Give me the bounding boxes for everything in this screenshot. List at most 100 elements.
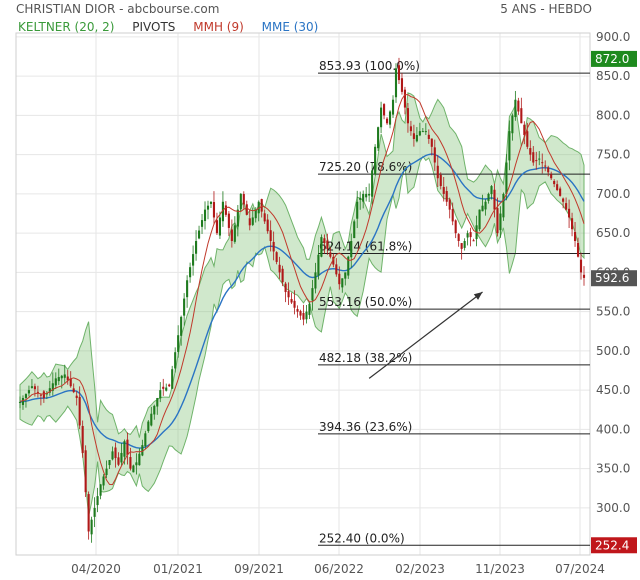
- trend-arrow: [368, 291, 483, 379]
- candle-body: [311, 288, 314, 301]
- candle-body: [368, 193, 371, 196]
- candle-body: [421, 131, 424, 133]
- candle-body: [374, 146, 377, 175]
- candle-body: [147, 421, 150, 432]
- x-tick-label: 11/2023: [475, 562, 525, 576]
- candle-body: [344, 272, 347, 279]
- candle-body: [227, 213, 230, 228]
- candle-body: [30, 386, 33, 388]
- period-label: 5 ANS - HEBDO: [500, 2, 592, 16]
- candle-body: [233, 225, 236, 242]
- candle-body: [197, 230, 201, 239]
- candle-body: [150, 413, 153, 426]
- y-tick-label: 400.0: [596, 422, 630, 436]
- candle-body: [129, 457, 132, 469]
- candle-body: [257, 201, 260, 214]
- fib-label: 725.20 (78.6%): [319, 160, 412, 174]
- candle-body: [144, 433, 147, 447]
- candle-body: [183, 298, 186, 316]
- candle-body: [359, 197, 362, 200]
- candle-body: [212, 202, 216, 218]
- candle-body: [192, 254, 195, 266]
- candle-body: [263, 213, 266, 222]
- candle-body: [568, 208, 571, 218]
- candle-body: [36, 391, 39, 393]
- candle-body: [335, 264, 338, 275]
- candle-body: [57, 377, 60, 382]
- legend-mme[interactable]: MME (30): [261, 20, 319, 34]
- candle-body: [99, 484, 102, 496]
- candle-body: [203, 209, 207, 221]
- candle-body: [523, 124, 526, 136]
- x-axis: 04/2020 01/2021 09/2021 06/2022 02/2023 11/20…: [71, 562, 605, 576]
- candle-body: [108, 460, 111, 466]
- candle-body: [168, 384, 171, 387]
- y-tick-label: 800.0: [596, 108, 630, 122]
- candle-body: [400, 78, 404, 92]
- candle-body: [490, 186, 493, 195]
- candle-body: [329, 252, 332, 257]
- candle-body: [529, 148, 532, 155]
- candle-body: [553, 180, 556, 185]
- candle-body: [278, 264, 281, 273]
- x-tick-label: 07/2024: [555, 562, 605, 576]
- candle-body: [353, 221, 356, 239]
- legend-mmh[interactable]: MMH (9): [193, 20, 244, 34]
- candle-body: [469, 232, 472, 238]
- candle-body: [380, 107, 383, 128]
- candle-body: [508, 131, 511, 161]
- candle-body: [254, 209, 257, 219]
- fib-label: 394.36 (23.6%): [319, 420, 412, 434]
- candle-body: [505, 162, 508, 194]
- chart-title: CHRISTIAN DIOR - abcbourse.com: [16, 2, 220, 16]
- candle-body: [302, 313, 305, 320]
- candle-body: [275, 252, 278, 262]
- x-tick-label: 01/2021: [153, 562, 203, 576]
- keltner-area: [19, 92, 585, 517]
- candle-body: [403, 89, 407, 108]
- candle-body: [72, 388, 75, 393]
- candle-body: [439, 174, 442, 187]
- candle-body: [180, 316, 183, 336]
- candle-body: [245, 204, 248, 215]
- candle-body: [565, 203, 568, 210]
- candle-body: [105, 468, 108, 476]
- candle-body: [496, 208, 499, 234]
- price-badges: 872.0 592.6 252.4: [591, 50, 637, 554]
- candle-body: [251, 217, 254, 225]
- candle-body: [377, 127, 380, 149]
- candle-body: [75, 395, 78, 399]
- candle-body: [448, 199, 451, 210]
- candle-body: [409, 126, 412, 132]
- candle-body: [517, 100, 520, 112]
- legend-pivots[interactable]: PIVOTS: [132, 20, 176, 34]
- legend-keltner[interactable]: KELTNER (20, 2): [18, 20, 115, 34]
- candle-body: [514, 99, 517, 118]
- indicator-legend: KELTNER (20, 2) PIVOTS MMH (9) MME (30): [18, 20, 332, 34]
- candle-body: [323, 238, 326, 243]
- candle-body: [102, 476, 105, 486]
- x-tick-label: 04/2020: [71, 562, 121, 576]
- candle-body: [18, 401, 22, 403]
- candle-body: [576, 242, 580, 257]
- price-badge-label: 872.0: [595, 52, 629, 66]
- candle-body: [24, 394, 28, 398]
- candle-body: [239, 193, 242, 210]
- candle-body: [430, 138, 433, 147]
- candle-body: [463, 241, 466, 248]
- candle-body: [281, 268, 284, 283]
- candle-body: [54, 378, 57, 386]
- candle-body: [189, 267, 192, 278]
- candle-body: [502, 193, 505, 218]
- candle-body: [272, 241, 275, 252]
- candle-body: [388, 111, 392, 125]
- candle-body: [260, 199, 263, 212]
- candle-body: [397, 65, 401, 81]
- candle-body: [412, 133, 415, 139]
- candle-body: [42, 391, 45, 399]
- candle-body: [248, 218, 251, 226]
- candle-body: [138, 453, 141, 466]
- candle-body: [165, 387, 168, 391]
- candle-body: [33, 386, 36, 390]
